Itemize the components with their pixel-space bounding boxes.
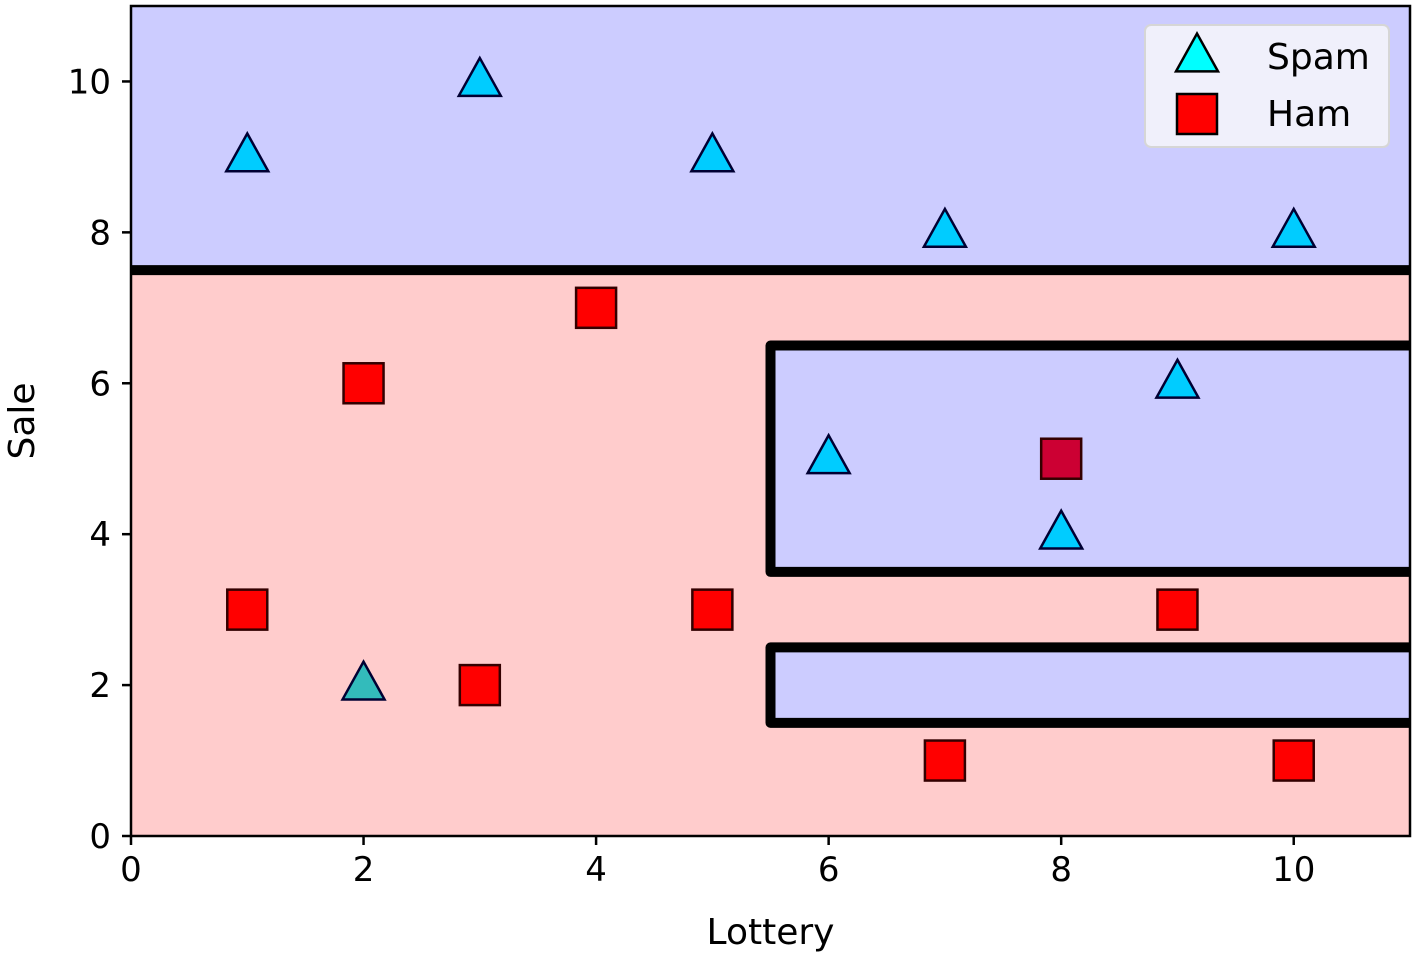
legend: Spam Ham bbox=[1144, 24, 1390, 148]
legend-spam-label: Spam bbox=[1267, 37, 1370, 78]
ham-point-3 bbox=[1039, 437, 1083, 480]
spam-point-7 bbox=[805, 432, 852, 475]
y-tick-label: 6 bbox=[89, 364, 111, 404]
spam-point-2 bbox=[456, 55, 503, 98]
boundary-line-3 bbox=[765, 642, 1410, 728]
x-tick-label: 8 bbox=[1050, 850, 1072, 890]
x-tick-label: 0 bbox=[120, 850, 142, 890]
region-3 bbox=[770, 345, 1410, 572]
plot-frame bbox=[129, 4, 1412, 838]
y-axis-title: Sale bbox=[2, 382, 43, 459]
ham-point-9 bbox=[1272, 739, 1315, 782]
y-tick-label: 10 bbox=[68, 62, 111, 102]
y-tick-label: 0 bbox=[89, 817, 111, 857]
x-axis-title: Lottery bbox=[707, 912, 835, 953]
x-tick-label: 6 bbox=[818, 850, 840, 890]
x-tick-label: 4 bbox=[585, 850, 607, 890]
ham-point-1 bbox=[574, 286, 618, 330]
boundary-line-2 bbox=[765, 340, 1410, 577]
x-axis: 0 2 4 6 8 10 bbox=[120, 836, 1315, 890]
ham-point-8 bbox=[923, 739, 967, 782]
ham-point-7 bbox=[458, 663, 502, 707]
legend-ham-marker bbox=[1175, 92, 1219, 136]
spam-point-9 bbox=[340, 659, 387, 701]
y-tick-label: 8 bbox=[89, 213, 111, 253]
y-tick-label: 2 bbox=[89, 666, 111, 706]
ham-point-2 bbox=[342, 362, 385, 405]
data-points bbox=[224, 55, 1317, 782]
x-tick-label: 2 bbox=[353, 850, 375, 890]
spam-point-6 bbox=[1154, 357, 1201, 399]
spam-point-8 bbox=[1038, 508, 1085, 550]
legend-ham-label: Ham bbox=[1267, 94, 1351, 135]
decision-boundaries bbox=[131, 265, 1410, 728]
y-axis: 0 2 4 6 8 10 bbox=[68, 62, 131, 857]
spam-point-3 bbox=[689, 130, 736, 173]
spam-point-1 bbox=[224, 130, 271, 173]
y-tick-label: 4 bbox=[89, 515, 111, 555]
ham-point-4 bbox=[226, 588, 269, 631]
x-tick-label: 10 bbox=[1272, 850, 1315, 890]
legend-spam-marker bbox=[1173, 30, 1221, 73]
spam-point-4 bbox=[921, 206, 969, 248]
region-4 bbox=[770, 647, 1410, 723]
spam-point-5 bbox=[1270, 206, 1317, 248]
ham-point-6 bbox=[1156, 588, 1199, 631]
ham-point-5 bbox=[691, 588, 734, 631]
